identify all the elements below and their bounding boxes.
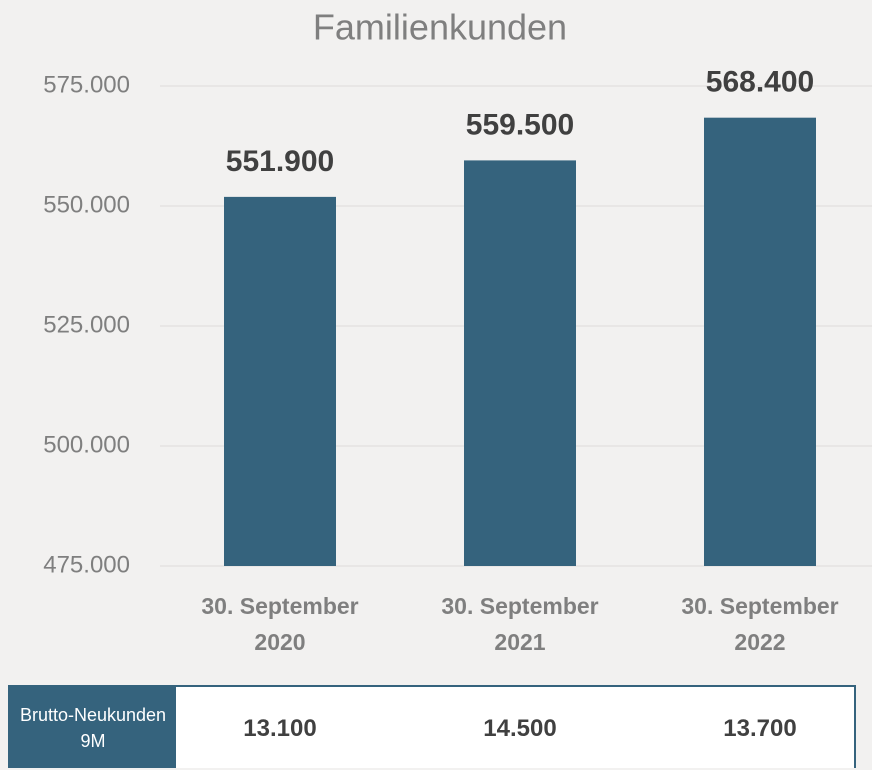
- y-tick-label: 575.000: [43, 71, 130, 98]
- y-tick-label: 475.000: [43, 551, 130, 578]
- bar: [464, 160, 576, 566]
- value-label: 551.900: [226, 145, 334, 178]
- y-tick-label: 500.000: [43, 431, 130, 458]
- value-label: 559.500: [466, 108, 574, 141]
- x-tick-label: 30. September 2021: [441, 593, 599, 655]
- table-cell: 13.100: [243, 714, 317, 742]
- x-tick-label: 30. September 2022: [681, 593, 839, 655]
- chart-title: Familienkunden: [313, 7, 567, 48]
- table: Brutto-Neukunden 9M 13.100 14.500 13.700: [8, 685, 856, 768]
- x-tick-label: 30. September 2020: [201, 593, 359, 655]
- table-cell: 14.500: [483, 714, 557, 742]
- chart: Familienkunden 475.000 500.000 525.000 550.…: [43, 7, 872, 578]
- bar: [224, 196, 336, 566]
- table-header: Brutto-Neukunden 9M: [10, 687, 176, 768]
- table-cell: 13.700: [723, 714, 797, 742]
- value-label: 568.400: [706, 66, 814, 99]
- y-tick-label: 550.000: [43, 191, 130, 218]
- y-tick-label: 525.000: [43, 311, 130, 338]
- bar: [704, 117, 816, 567]
